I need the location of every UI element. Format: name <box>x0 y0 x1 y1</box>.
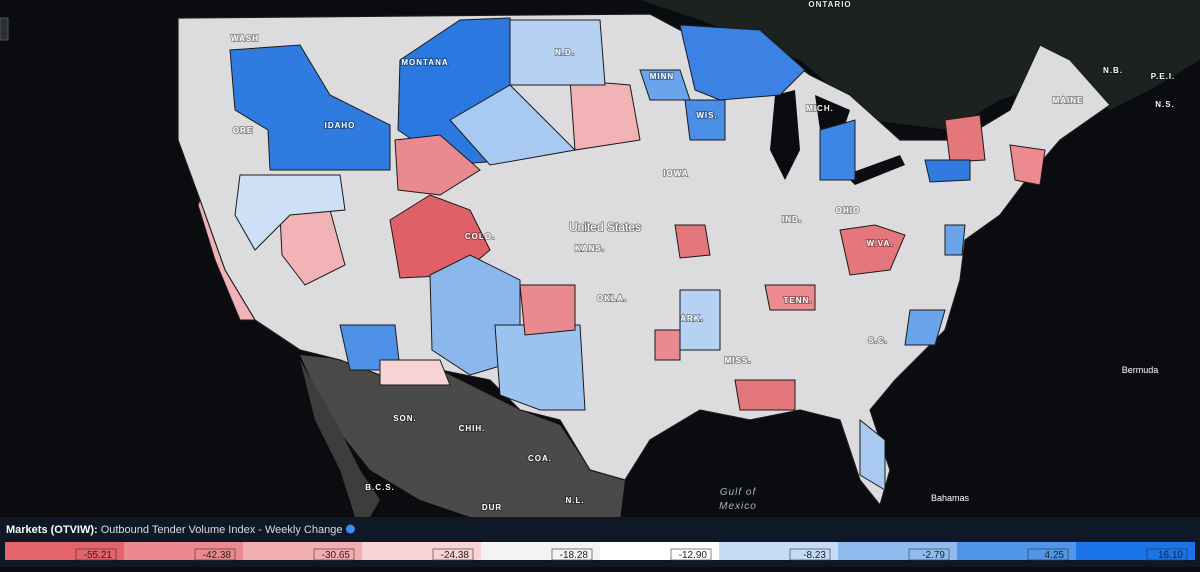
legend-label: -2.79 <box>922 550 945 561</box>
legend-label-box <box>194 548 236 561</box>
market-region <box>944 224 966 256</box>
legend-label: -30.65 <box>322 550 351 561</box>
legend-bin <box>719 542 838 560</box>
map-label: ARK. <box>680 314 704 323</box>
map-label: WASH <box>231 34 259 43</box>
map-label: TENN. <box>784 296 813 305</box>
market-region <box>674 224 711 259</box>
map-label: S.C. <box>868 336 888 345</box>
legend-label-box <box>432 548 474 561</box>
market-region <box>944 114 986 163</box>
market-region <box>234 174 346 251</box>
map-label: Bermuda <box>1122 365 1159 375</box>
map-label: W.VA. <box>866 239 893 248</box>
legend-bin <box>838 542 957 560</box>
map-label: MICH. <box>806 104 834 113</box>
map-label: Bahamas <box>931 493 970 503</box>
legend-label: -18.28 <box>560 550 589 561</box>
market-region <box>569 79 641 151</box>
legend-bin <box>5 542 124 560</box>
map-label: N.S. <box>1155 100 1175 109</box>
market-region <box>519 284 576 336</box>
legend-label: 16.10 <box>1158 550 1183 561</box>
map-label: ONTARIO <box>808 0 851 9</box>
market-region <box>679 24 806 101</box>
market-region <box>394 134 481 196</box>
lake-michigan <box>770 90 800 180</box>
legend-subtitle: Outbound Tender Volume Index - Weekly Ch… <box>101 524 343 536</box>
lake-erie <box>845 155 905 185</box>
market-region <box>684 99 726 141</box>
legend-label: -8.23 <box>803 550 826 561</box>
market-region <box>1009 144 1046 186</box>
map-label: OKLA. <box>597 294 627 303</box>
legend-title: Markets (OTVIW): <box>6 524 98 536</box>
map-label: COLO. <box>465 232 495 241</box>
legend-bin <box>481 542 600 560</box>
map-label: MONTANA <box>401 58 448 67</box>
market-region <box>449 84 577 166</box>
legend-label: -55.21 <box>84 550 113 561</box>
legend-label-box <box>1027 548 1069 561</box>
legend-label: -42.38 <box>203 550 232 561</box>
map-label: United States <box>569 220 641 234</box>
map-label: OHIO <box>836 206 860 215</box>
baja-land <box>300 360 380 517</box>
legend-label-box <box>789 548 831 561</box>
market-region <box>654 329 681 361</box>
market-region <box>819 119 856 181</box>
legend-label-box <box>1146 548 1188 561</box>
market-region <box>229 44 391 171</box>
map-label: IOWA <box>663 169 688 178</box>
canada-land <box>640 0 1200 130</box>
map-label: IDAHO <box>325 121 356 130</box>
side-toggle[interactable] <box>0 17 9 41</box>
market-region <box>197 198 256 321</box>
legend-label-box <box>908 548 950 561</box>
map-label: DUR <box>482 503 502 512</box>
legend-bin <box>243 542 362 560</box>
legend-label-box <box>75 548 117 561</box>
legend-label-box <box>670 548 712 561</box>
map-label: CHIH. <box>459 424 486 433</box>
market-region <box>904 309 946 346</box>
map-label: IND. <box>782 215 802 224</box>
legend-label-box <box>551 548 593 561</box>
map-label: SON. <box>393 414 417 423</box>
map-label: COA. <box>528 454 552 463</box>
mexico-land <box>300 355 625 520</box>
market-region <box>764 284 816 311</box>
info-icon[interactable] <box>345 524 355 534</box>
map-label: N.D. <box>555 48 575 57</box>
legend-label: -24.38 <box>441 550 470 561</box>
market-region <box>924 159 971 183</box>
map-label: N.B. <box>1103 66 1123 75</box>
legend-bin <box>1076 542 1195 560</box>
market-region <box>859 418 886 491</box>
legend-label: -12.90 <box>679 550 708 561</box>
legend-label: 4.25 <box>1045 550 1065 561</box>
legend-bin <box>124 542 243 560</box>
map-label: Mexico <box>719 501 757 512</box>
legend-bin <box>600 542 719 560</box>
map-label: P.E.I. <box>1151 72 1176 81</box>
map-label: MAINE <box>1053 96 1084 105</box>
map-label: Gulf of <box>720 487 757 498</box>
map-label: ORE <box>233 126 253 135</box>
map-label: KANS. <box>575 244 605 253</box>
legend-bin <box>957 542 1076 560</box>
market-region <box>509 19 606 86</box>
map-label: WIS. <box>696 111 717 120</box>
map-label: MINN <box>650 72 674 81</box>
market-region <box>494 324 586 411</box>
map-label: MISS. <box>725 356 752 365</box>
market-region <box>379 359 451 386</box>
map-label: B.C.S. <box>365 483 395 492</box>
market-region <box>839 224 906 276</box>
legend-label-box <box>313 548 355 561</box>
map-label: N.L. <box>565 496 584 505</box>
market-region <box>734 379 796 411</box>
legend-bin <box>362 542 481 560</box>
